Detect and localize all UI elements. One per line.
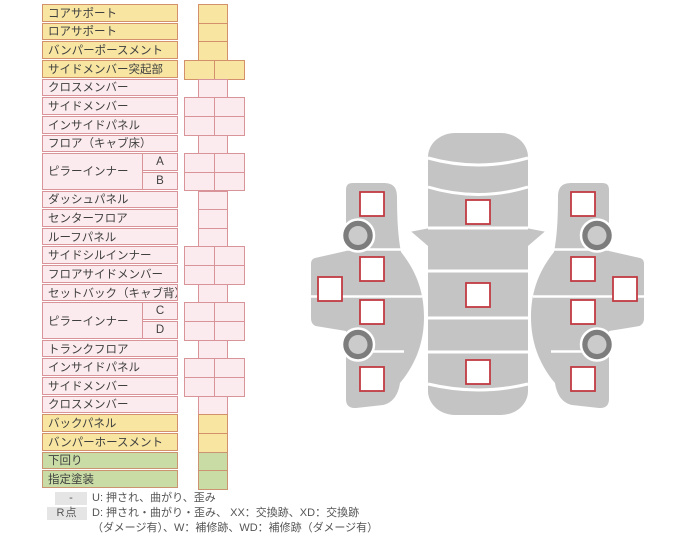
part-label: ピラーインナー xyxy=(42,153,143,190)
part-label: フロアサイドメンバー xyxy=(42,265,178,283)
part-label: クロスメンバー xyxy=(42,78,178,97)
pillar-sub-label: D xyxy=(142,321,178,339)
part-label: コアサポート xyxy=(42,4,178,22)
damage-entry-cell[interactable] xyxy=(214,265,245,285)
damage-marker-right-view[interactable] xyxy=(570,299,596,325)
part-label: フロア（キャブ床） xyxy=(42,134,178,153)
legend-text-d: D: 押され・曲がり・歪み、 XX：交換跡、XD：交換跡 xyxy=(92,507,360,519)
part-label: ルーフパネル xyxy=(42,227,178,246)
car-top-body xyxy=(428,133,528,415)
damage-marker-left-view[interactable] xyxy=(359,366,385,392)
damage-marker-left-view[interactable] xyxy=(359,256,385,282)
damage-marker-top-view[interactable] xyxy=(465,199,491,225)
damage-entry-cell[interactable] xyxy=(214,321,245,341)
car-top-view xyxy=(406,133,550,415)
part-label: バンパーホースメント xyxy=(42,432,178,451)
hood-line xyxy=(427,156,529,167)
right-mirror-icon xyxy=(525,225,550,252)
part-label: トランクフロア xyxy=(42,339,178,358)
part-label: ダッシュパネル xyxy=(42,190,178,209)
damage-marker-right-view[interactable] xyxy=(570,191,596,217)
pillar-sub-label: B xyxy=(142,171,178,190)
legend-key-rten: R点 xyxy=(47,507,87,520)
part-label: インサイドパネル xyxy=(42,115,178,134)
part-label: セットバック（キャブ背） xyxy=(42,283,178,302)
part-label: サイドメンバー突起部 xyxy=(42,59,178,78)
rear-wheel-hub-icon xyxy=(348,335,368,354)
damage-marker-right-view[interactable] xyxy=(570,256,596,282)
damage-marker-right-view[interactable] xyxy=(570,366,596,392)
part-label: サイドメンバー xyxy=(42,377,178,395)
legend-text-d-cont: （ダメージ有）、W：補修跡、WD：補修跡（ダメージ有） xyxy=(92,521,379,534)
part-label: ロアサポート xyxy=(42,22,178,41)
pillar-sub-label: C xyxy=(142,302,178,321)
windshield-base-line xyxy=(427,185,529,196)
part-label: クロスメンバー xyxy=(42,395,178,414)
damage-marker-left-view[interactable] xyxy=(317,276,343,302)
damage-marker-top-view[interactable] xyxy=(465,282,491,308)
damage-marker-left-view[interactable] xyxy=(359,191,385,217)
part-label: サイドメンバー xyxy=(42,97,178,115)
part-label: バックパネル xyxy=(42,414,178,432)
damage-entry-cell[interactable] xyxy=(198,470,228,490)
left-mirror-icon xyxy=(406,225,431,252)
legend-text-u: U: 押され、曲がり、歪み xyxy=(92,492,216,504)
damage-marker-right-view[interactable] xyxy=(612,276,638,302)
damage-marker-top-view[interactable] xyxy=(465,359,491,385)
damage-entry-cell[interactable] xyxy=(214,377,245,397)
part-label: ピラーインナー xyxy=(42,302,143,339)
pillar-sub-label: A xyxy=(142,153,178,171)
part-label: サイドシルインナー xyxy=(42,246,178,265)
part-label: 下回り xyxy=(42,451,178,470)
front-wheel-hub-icon xyxy=(348,226,368,245)
part-label: 指定塗装 xyxy=(42,470,178,488)
trunk-line xyxy=(427,382,529,392)
damage-entry-cell[interactable] xyxy=(214,59,245,80)
damage-entry-cell[interactable] xyxy=(214,171,245,192)
part-label: バンパーポースメント xyxy=(42,41,178,59)
part-label: センターフロア xyxy=(42,209,178,227)
legend-key-dash: - xyxy=(55,492,87,505)
damage-entry-cell[interactable] xyxy=(214,115,245,136)
damage-marker-left-view[interactable] xyxy=(359,299,385,325)
part-label: インサイドパネル xyxy=(42,358,178,377)
car-left-side-view xyxy=(311,183,424,409)
